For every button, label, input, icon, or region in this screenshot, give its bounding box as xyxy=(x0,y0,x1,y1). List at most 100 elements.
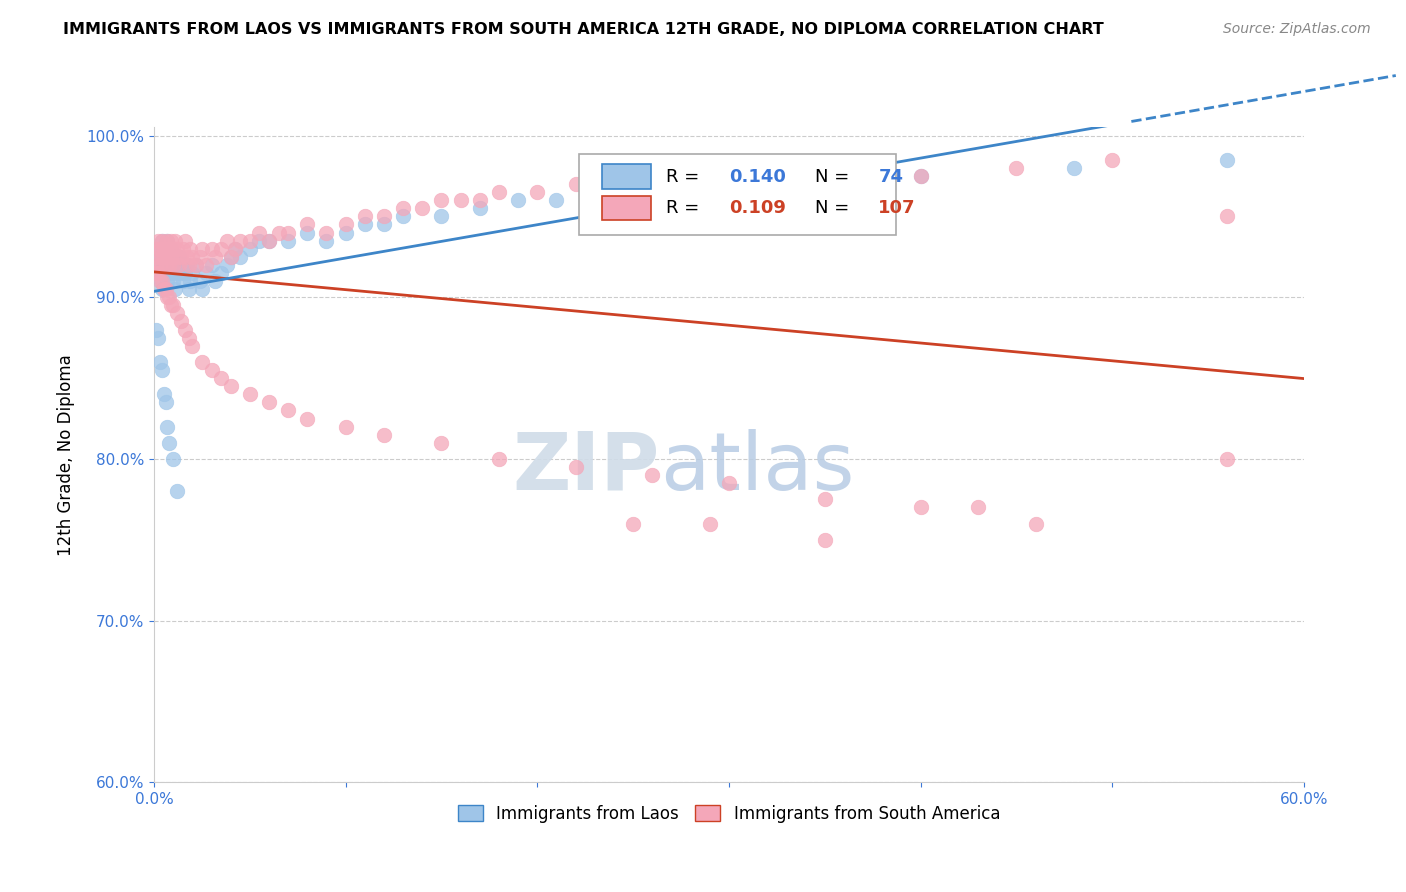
Point xyxy=(430,435,453,450)
Point xyxy=(172,274,194,288)
Point xyxy=(353,210,375,224)
Point xyxy=(249,234,271,248)
Point xyxy=(186,258,208,272)
Point xyxy=(157,258,180,272)
Point xyxy=(430,193,453,207)
Point xyxy=(166,242,188,256)
Point xyxy=(181,339,204,353)
Point xyxy=(166,306,188,320)
Point xyxy=(179,274,201,288)
Point xyxy=(157,242,180,256)
Point xyxy=(155,258,177,272)
Point xyxy=(641,468,664,483)
Point xyxy=(145,258,167,272)
Point xyxy=(146,331,169,345)
Point xyxy=(145,322,167,336)
Point xyxy=(239,234,262,248)
Point xyxy=(160,298,183,312)
Point xyxy=(150,234,173,248)
Point xyxy=(176,258,198,272)
Point xyxy=(166,258,188,272)
Point xyxy=(157,250,180,264)
Point xyxy=(173,322,195,336)
Point xyxy=(215,258,238,272)
Point xyxy=(156,274,179,288)
Point xyxy=(257,234,280,248)
Text: N =: N = xyxy=(815,199,855,217)
Point xyxy=(756,169,779,183)
Point xyxy=(392,202,415,216)
Point xyxy=(149,355,172,369)
Point xyxy=(277,226,299,240)
Point xyxy=(179,242,201,256)
Point xyxy=(155,395,177,409)
Point xyxy=(162,274,184,288)
Point xyxy=(392,210,415,224)
Point xyxy=(373,218,395,232)
Point xyxy=(152,387,174,401)
Point xyxy=(229,250,252,264)
Point xyxy=(717,476,740,491)
Point xyxy=(150,234,173,248)
Point xyxy=(450,193,472,207)
Point xyxy=(508,193,530,207)
Point xyxy=(162,452,184,467)
Point xyxy=(209,266,232,280)
Point xyxy=(155,266,177,280)
Point xyxy=(814,533,837,547)
Point xyxy=(1063,161,1085,175)
Point xyxy=(149,242,172,256)
Point xyxy=(181,266,204,280)
Point xyxy=(297,218,319,232)
Text: 0.109: 0.109 xyxy=(728,199,786,217)
Point xyxy=(166,266,188,280)
Point xyxy=(209,371,232,385)
Point xyxy=(186,258,208,272)
Point xyxy=(150,250,173,264)
Point xyxy=(488,185,510,199)
Point xyxy=(603,185,626,199)
Point xyxy=(157,290,180,304)
Point xyxy=(156,290,179,304)
Point xyxy=(167,258,190,272)
Text: ZIP: ZIP xyxy=(513,429,659,507)
Point xyxy=(145,266,167,280)
Point xyxy=(297,411,319,425)
Point xyxy=(155,250,177,264)
Text: 0.140: 0.140 xyxy=(728,168,786,186)
Point xyxy=(1216,153,1239,167)
Point xyxy=(194,258,217,272)
Point xyxy=(335,226,357,240)
Text: 74: 74 xyxy=(879,168,904,186)
Point xyxy=(170,314,193,328)
Point xyxy=(191,355,214,369)
Point xyxy=(257,395,280,409)
Point xyxy=(526,185,548,199)
Point xyxy=(156,234,179,248)
Point xyxy=(335,218,357,232)
Text: Source: ZipAtlas.com: Source: ZipAtlas.com xyxy=(1223,22,1371,37)
Point xyxy=(170,250,193,264)
Point xyxy=(239,242,262,256)
Point xyxy=(166,250,188,264)
Point xyxy=(200,258,222,272)
Point xyxy=(155,242,177,256)
Point xyxy=(277,234,299,248)
Point xyxy=(239,387,262,401)
Point xyxy=(219,250,242,264)
Point xyxy=(1216,210,1239,224)
Y-axis label: 12th Grade, No Diploma: 12th Grade, No Diploma xyxy=(58,354,75,556)
Point xyxy=(156,234,179,248)
Point xyxy=(146,234,169,248)
Point xyxy=(315,226,337,240)
Point xyxy=(219,250,242,264)
Point xyxy=(699,177,721,191)
Point xyxy=(152,258,174,272)
Point xyxy=(910,500,932,515)
Point xyxy=(814,492,837,507)
Point xyxy=(162,298,184,312)
Point xyxy=(277,403,299,417)
Point xyxy=(176,250,198,264)
Point xyxy=(160,242,183,256)
Point xyxy=(411,202,433,216)
